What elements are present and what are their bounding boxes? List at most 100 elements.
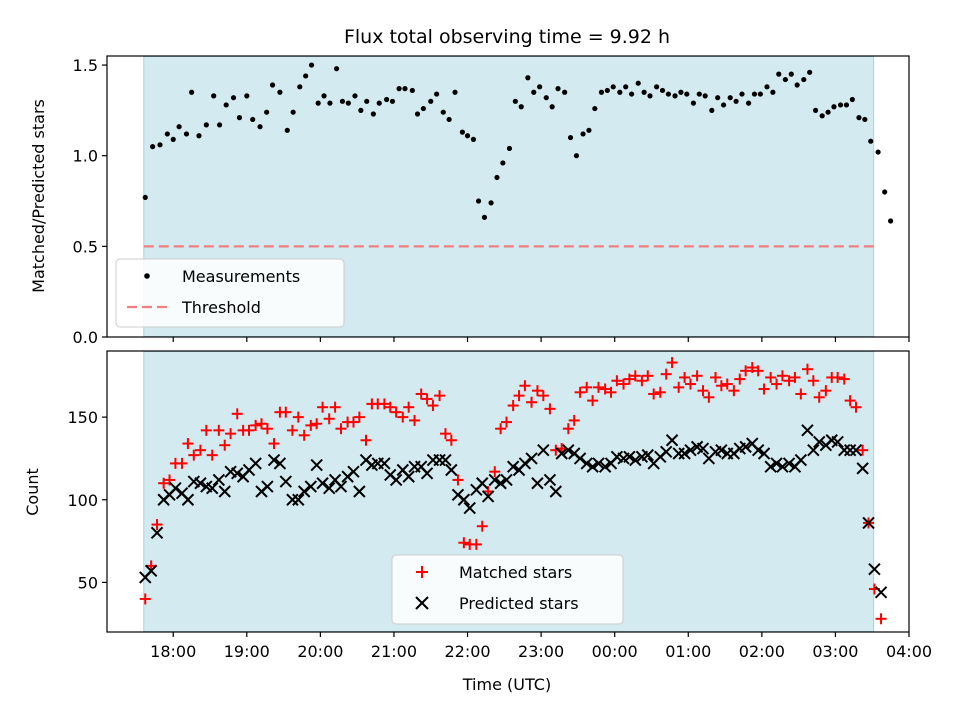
- measurement-point: [702, 93, 708, 99]
- top-y-tick-label: 1.5: [73, 56, 98, 75]
- matched-star-point: [280, 406, 292, 418]
- bottom-panel: 50 100 150 18:00 19:00 20:00 21:00 22:00 23:00 0…: [23, 350, 932, 694]
- measurement-point: [452, 89, 458, 95]
- predicted-star-point: [181, 493, 195, 506]
- x-axis-label: Time (UTC): [462, 675, 551, 694]
- measurement-point: [420, 105, 426, 112]
- matched-star-point: [740, 365, 752, 377]
- bottom-x-tick-label: 23:00: [518, 642, 564, 661]
- bottom-x-tick-label: 02:00: [739, 642, 785, 661]
- measurement-point: [358, 107, 364, 113]
- matched-star-point: [623, 373, 635, 385]
- predicted-star-point: [684, 443, 697, 457]
- predicted-star-point: [445, 463, 458, 477]
- predicted-star-point: [543, 473, 557, 487]
- top-y-ticks: 0.0 0.5 1.0 1.5: [73, 56, 107, 347]
- matched-star-point: [182, 438, 194, 450]
- matched-star-point: [765, 371, 777, 383]
- predicted-star-point: [739, 440, 752, 454]
- predicted-star-point: [322, 481, 336, 495]
- legend-matched-marker: [416, 566, 428, 578]
- measurement-point: [543, 95, 549, 101]
- chart-title: Flux total observing time = 9.92 h: [344, 26, 670, 48]
- matched-star-point: [636, 375, 648, 387]
- predicted-star-point: [868, 562, 881, 576]
- predicted-star-point: [776, 460, 789, 473]
- predicted-star-point: [292, 493, 305, 506]
- measurement-point: [709, 107, 715, 113]
- predicted-star-point: [267, 453, 281, 467]
- measurement-point: [464, 133, 471, 139]
- measurement-point: [211, 93, 217, 99]
- measurement-point: [825, 109, 831, 115]
- measurement-point: [641, 89, 647, 95]
- predicted-star-point: [537, 443, 550, 457]
- top-legend-box: [115, 258, 345, 328]
- matched-star-point: [807, 375, 819, 387]
- matched-star-point: [709, 371, 721, 383]
- matched-star-point: [629, 370, 641, 382]
- matched-star-point: [875, 613, 887, 625]
- measurement-point: [257, 124, 263, 130]
- legend-matched-label: Matched stars: [459, 563, 572, 582]
- measurement-point: [555, 86, 561, 92]
- matched-star-point: [526, 396, 538, 408]
- measurement-point: [746, 100, 752, 106]
- predicted-star-point: [420, 467, 434, 480]
- bottom-x-tick-label: 01:00: [665, 642, 711, 661]
- bottom-x-ticks: 18:00 19:00 20:00 21:00 22:00 23:00 00:00 01:00…: [150, 632, 932, 661]
- measurement-point: [678, 89, 684, 95]
- matched-star-point: [611, 375, 623, 387]
- measurement-point: [376, 100, 382, 106]
- predicted-star-point: [629, 453, 642, 467]
- measurement-point: [518, 104, 524, 110]
- matched-star-point: [353, 411, 365, 423]
- predicted-star-point: [782, 457, 796, 470]
- measurement-point: [764, 84, 770, 90]
- bottom-x-tick-label: 04:00: [886, 642, 932, 661]
- measurement-point: [617, 89, 623, 95]
- bottom-x-tick-label: 03:00: [812, 642, 858, 661]
- matched-star-point: [587, 395, 599, 407]
- matched-star-point: [151, 519, 163, 531]
- matched-star-point: [776, 370, 788, 382]
- predicted-star-point: [757, 447, 771, 460]
- predicted-star-point: [592, 457, 605, 470]
- measurement-point: [549, 104, 555, 110]
- measurement-point: [488, 200, 494, 206]
- top-legend: Measurements Threshold: [115, 258, 345, 328]
- top-axes-frame: [106, 55, 910, 338]
- measurement-point: [236, 115, 243, 121]
- bottom-y-tick-label: 150: [67, 408, 98, 427]
- measurement-point: [277, 89, 283, 95]
- predicted-star-point: [665, 434, 679, 447]
- matched-star-point: [758, 383, 770, 395]
- measurement-point: [440, 109, 446, 115]
- matched-star-point: [323, 413, 335, 425]
- measurement-point: [586, 127, 592, 133]
- top-y-axis-label: Matched/Predicted stars: [29, 99, 48, 293]
- measurement-point: [264, 109, 270, 115]
- measurement-point: [788, 71, 794, 77]
- predicted-star-point: [838, 443, 851, 457]
- predicted-star-point: [843, 443, 857, 457]
- predicted-star-point: [751, 443, 765, 457]
- matched-star-point: [225, 428, 237, 440]
- top-panel: 0.0 0.5 1.0 1.5 Matched/Predicted stars Mea…: [29, 55, 910, 347]
- predicted-stars-points: [139, 424, 888, 599]
- predicted-star-point: [764, 460, 777, 473]
- measurement-point: [862, 116, 868, 123]
- measurement-point: [807, 69, 813, 75]
- bottom-legend: Matched stars Predicted stars: [391, 554, 624, 625]
- matched-star-point: [176, 457, 188, 469]
- measurement-point: [776, 71, 782, 77]
- matched-star-point: [384, 401, 396, 413]
- matched-star-point: [691, 370, 703, 382]
- predicted-star-point: [304, 480, 318, 493]
- matched-star-point: [537, 390, 549, 402]
- measurement-point: [837, 102, 844, 108]
- predicted-star-point: [874, 586, 888, 599]
- measurement-point: [315, 100, 321, 106]
- measurement-point: [875, 149, 881, 155]
- predicted-star-point: [144, 564, 158, 578]
